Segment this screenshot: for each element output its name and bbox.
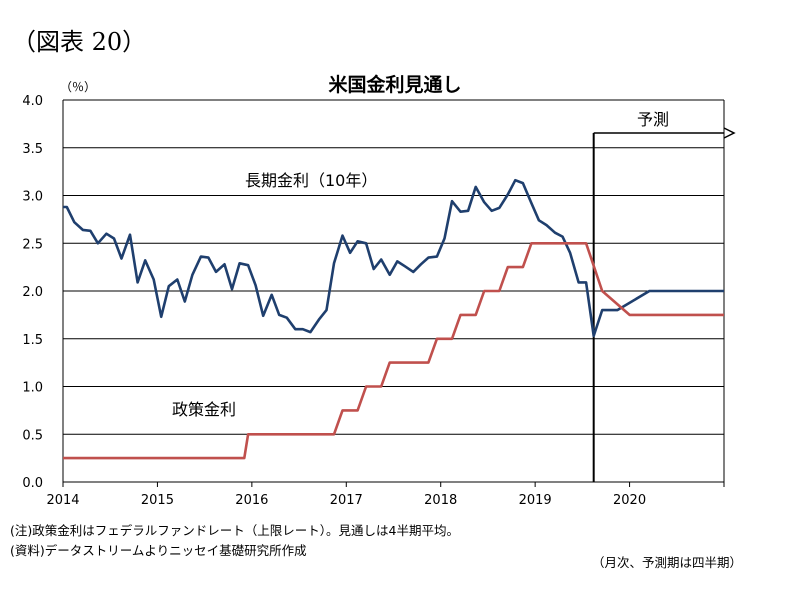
forecast-label: 予測 — [637, 110, 669, 129]
source-text: (資料)データストリームよりニッセイ基礎研究所作成 — [10, 543, 307, 558]
y-tick-label: 2.0 — [22, 285, 43, 300]
y-tick-label: 3.0 — [22, 190, 43, 205]
forecast-arrowhead — [723, 127, 736, 139]
series-label: 長期金利（10年） — [245, 171, 377, 190]
x-tick-label: 2020 — [613, 493, 646, 508]
x-tick-label: 2018 — [424, 493, 457, 508]
y-axis-unit: （％） — [60, 80, 96, 94]
series-line — [63, 242, 724, 460]
y-tick-label: 0.5 — [22, 428, 43, 443]
series-line — [63, 178, 724, 338]
x-tick-label: 2014 — [46, 493, 79, 508]
y-tick-label: 1.0 — [22, 381, 43, 396]
y-tick-label: 0.0 — [22, 476, 43, 491]
figure-label: （図表 20） — [12, 28, 147, 56]
note-text: (注)政策金利はフェデラルファンドレート（上限レート）。見通しは4半期平均。 — [10, 523, 459, 538]
chart-title: 米国金利見通し — [328, 73, 461, 96]
y-tick-label: 2.5 — [22, 237, 43, 252]
frequency-note: （月次、予測期は四半期） — [592, 555, 743, 570]
y-tick-label: 4.0 — [22, 94, 43, 109]
x-tick-label: 2016 — [235, 493, 268, 508]
x-tick-label: 2019 — [519, 493, 552, 508]
x-tick-label: 2017 — [330, 493, 363, 508]
x-tick-label: 2015 — [141, 493, 174, 508]
y-tick-label: 1.5 — [22, 333, 43, 348]
series-label: 政策金利 — [172, 400, 236, 419]
y-tick-label: 3.5 — [22, 142, 43, 157]
